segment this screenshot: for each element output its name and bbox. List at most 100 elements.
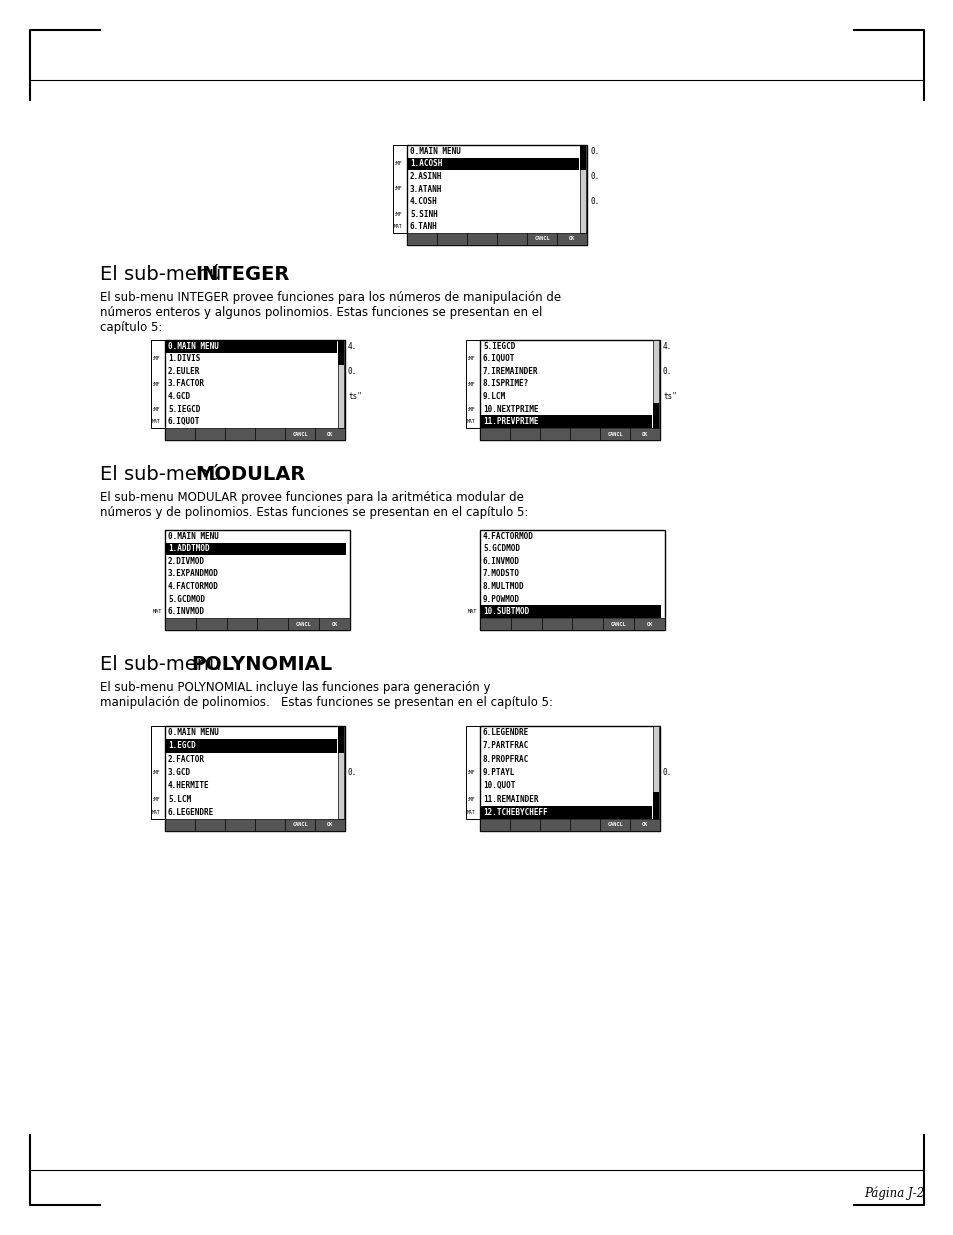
Bar [465,340,479,429]
Text: MAT: MAT [152,419,160,424]
Bar [480,605,660,618]
Bar [337,340,344,366]
Text: 4.: 4. [348,342,356,351]
Bar [165,429,345,440]
Text: :MF: :MF [152,382,160,387]
Bar [165,340,345,440]
Bar [652,793,659,819]
Text: OK: OK [331,621,337,626]
Bar [166,740,336,752]
Text: 0.MAIN MENU: 0.MAIN MENU [410,147,460,156]
Text: MAT: MAT [467,419,476,424]
Text: 4.GCD: 4.GCD [168,391,191,401]
Bar [465,726,479,819]
Text: CANCL: CANCL [292,431,308,436]
Text: 0.: 0. [590,172,599,182]
Text: 2.DIVMOD: 2.DIVMOD [168,557,205,566]
Text: :MF: :MF [394,162,402,167]
Bar [579,144,585,170]
Bar [165,819,345,831]
Bar [479,819,659,831]
Bar [479,618,664,630]
Text: 1.ADDTMOD: 1.ADDTMOD [168,545,210,553]
Text: POLYNOMIAL: POLYNOMIAL [191,655,332,674]
Text: :MF: :MF [467,769,476,776]
Text: :MF: :MF [394,186,402,191]
Text: 5.IEGCD: 5.IEGCD [168,405,200,414]
Text: 3.GCD: 3.GCD [168,768,191,777]
Text: 6.IQUOT: 6.IQUOT [482,354,515,363]
Text: 1.DIVIS: 1.DIVIS [168,354,200,363]
Text: 11.PREVPRIME: 11.PREVPRIME [482,417,537,426]
Text: 6.IQUOT: 6.IQUOT [168,417,200,426]
Bar [479,429,659,440]
Text: manipulación de polinomios.   Estas funciones se presentan en el capítulo 5:: manipulación de polinomios. Estas funcio… [100,697,553,709]
Text: 12.TCHEBYCHEFF: 12.TCHEBYCHEFF [482,808,547,816]
Text: CANCL: CANCL [292,823,308,827]
Text: 0.: 0. [662,768,672,777]
Text: 6.INVMOD: 6.INVMOD [482,557,519,566]
Text: El sub-menú: El sub-menú [100,466,227,484]
Text: MAT: MAT [394,225,402,230]
Text: 4.COSH: 4.COSH [410,198,437,206]
Text: 5.LCM: 5.LCM [168,794,191,804]
Bar [579,144,585,233]
Text: 0.MAIN MENU: 0.MAIN MENU [168,342,218,351]
Text: 9.PTAYL: 9.PTAYL [482,768,515,777]
Text: 3.FACTOR: 3.FACTOR [168,379,205,389]
Text: MAT: MAT [152,609,162,614]
Text: 7.MODSTO: 7.MODSTO [482,569,519,578]
Bar [652,403,659,429]
Text: Página J-2: Página J-2 [862,1187,923,1200]
Text: MAT: MAT [152,810,160,815]
Bar [407,233,586,245]
Text: CANCL: CANCL [606,431,622,436]
Text: 1.ACOSH: 1.ACOSH [410,159,442,168]
Text: OK: OK [641,823,647,827]
Text: 0.: 0. [662,367,672,375]
Text: 9.POWMOD: 9.POWMOD [482,594,519,604]
Text: :MF: :MF [467,357,476,362]
Text: MAT: MAT [467,609,476,614]
Text: ts": ts" [662,391,677,401]
Text: 2.ASINH: 2.ASINH [410,172,442,182]
Text: 5.GCDMOD: 5.GCDMOD [168,594,205,604]
Bar [166,542,346,556]
Text: 0.: 0. [590,198,599,206]
Text: 6.LEGENDRE: 6.LEGENDRE [482,729,529,737]
Text: 7.IREMAINDER: 7.IREMAINDER [482,367,537,375]
Text: ts": ts" [348,391,361,401]
Text: CANCL: CANCL [534,236,549,242]
Bar [166,340,336,352]
Text: 5.IEGCD: 5.IEGCD [482,342,515,351]
Text: CANCL: CANCL [610,621,626,626]
Text: OK: OK [327,431,333,436]
Text: 10.QUOT: 10.QUOT [482,782,515,790]
Bar [165,726,345,831]
Text: 3.ATANH: 3.ATANH [410,184,442,194]
Text: :MF: :MF [152,406,160,411]
Text: :MF: :MF [152,797,160,802]
Text: 5.SINH: 5.SINH [410,210,437,219]
Bar [652,726,659,819]
Bar [151,340,165,429]
Text: 7.PARTFRAC: 7.PARTFRAC [482,741,529,751]
Text: 6.INVMOD: 6.INVMOD [168,608,205,616]
Bar [652,340,659,429]
Text: El sub-menu POLYNOMIAL incluye las funciones para generación y: El sub-menu POLYNOMIAL incluye las funci… [100,680,490,694]
Text: 1.EGCD: 1.EGCD [168,741,195,751]
Text: 0.MAIN MENU: 0.MAIN MENU [168,729,218,737]
Text: El sub-menu INTEGER provee funciones para los números de manipulación de: El sub-menu INTEGER provee funciones par… [100,291,560,304]
Text: 8.MULTMOD: 8.MULTMOD [482,582,524,592]
Text: 0.: 0. [590,147,599,156]
Text: :MF: :MF [152,769,160,776]
Text: :MF: :MF [467,797,476,802]
Text: 10.SUBTMOD: 10.SUBTMOD [482,608,529,616]
Text: El sub-menu: El sub-menu [100,655,227,674]
Text: 4.FACTORMOD: 4.FACTORMOD [168,582,218,592]
Bar [165,618,350,630]
Text: números y de polinomios. Estas funciones se presentan en el capítulo 5:: números y de polinomios. Estas funciones… [100,506,528,519]
Bar [151,726,165,819]
Text: CANCL: CANCL [295,621,312,626]
Bar [407,144,586,245]
